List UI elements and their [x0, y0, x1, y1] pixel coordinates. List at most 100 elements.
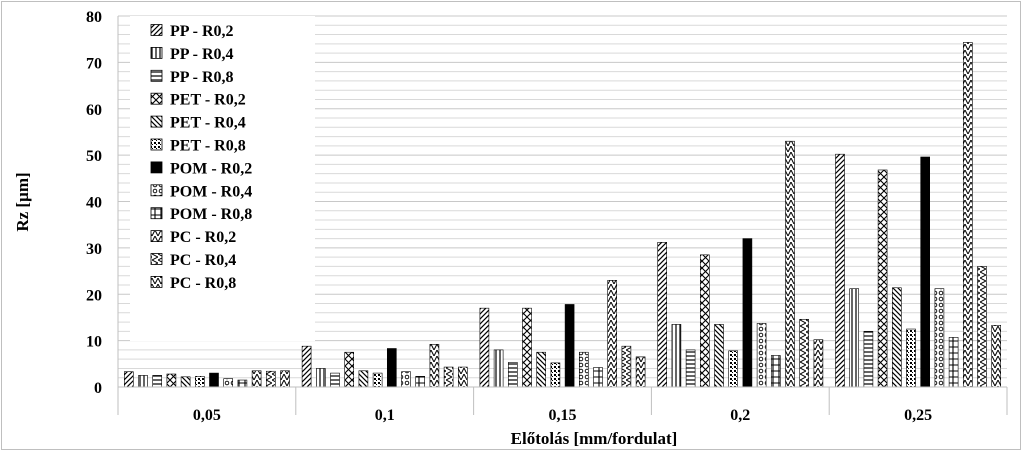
x-tick-label: 0,05 [193, 407, 221, 424]
bar-horizontal-1 [330, 372, 340, 388]
bar-tri-up-0 [251, 370, 262, 388]
bar-dots-0 [195, 376, 205, 388]
bar-tri-right-0 [265, 370, 276, 388]
y-tick-label: 0 [94, 380, 102, 397]
legend-swatch [150, 24, 163, 36]
bar-crosshatch-1 [344, 351, 355, 388]
bar-vertical-2 [493, 349, 504, 388]
bar-tri-down-0 [280, 370, 290, 388]
bar-diag-down-4 [891, 287, 902, 388]
legend-swatch [150, 92, 163, 105]
bar-tri-up-4 [962, 42, 973, 388]
bar-tri-down-4 [991, 325, 1002, 388]
bar-tri-down-3 [813, 339, 824, 388]
bar-solid-2 [564, 304, 575, 388]
bar-horizontal-0 [152, 375, 162, 388]
y-tick-label: 30 [86, 241, 102, 258]
bar-grid-0 [237, 379, 248, 388]
bar-tri-right-4 [977, 266, 987, 388]
bar-tri-right-1 [443, 366, 454, 388]
legend-swatch [150, 253, 163, 265]
bar-solid-4 [920, 156, 931, 388]
legend-label: PP - R0,4 [170, 46, 234, 63]
legend-swatch [150, 275, 163, 288]
y-tick-label: 10 [86, 334, 102, 351]
legend-swatch [150, 230, 163, 243]
bar-solid-0 [209, 372, 219, 388]
legend-label: PET - R0,2 [170, 92, 246, 109]
bar-diag-down-0 [180, 376, 191, 388]
bar-dots-1 [372, 372, 383, 388]
bar-dots-3 [728, 350, 739, 388]
legend-label: PP - R0,2 [170, 23, 234, 40]
legend-label: POM - R0,4 [170, 183, 252, 200]
bar-crosshatch-2 [522, 307, 532, 388]
bar-tri-up-1 [429, 344, 440, 388]
bar-horizontal-4 [863, 331, 874, 388]
bar-horizontal-2 [507, 362, 518, 388]
bar-dots-4 [906, 328, 916, 388]
legend-label: POM - R0,8 [170, 206, 252, 223]
bar-vertical-4 [849, 288, 860, 388]
legend-label: PC - R0,8 [170, 275, 236, 292]
bars [124, 42, 1002, 388]
y-axis-title: Rz [µm] [13, 172, 32, 231]
x-tick-label: 0,1 [375, 407, 395, 424]
legend-swatch [150, 138, 163, 151]
bar-circles-4 [934, 288, 945, 388]
y-tick-label: 20 [86, 287, 102, 304]
bar-tri-down-1 [457, 366, 468, 388]
legend-label: PP - R0,8 [170, 69, 234, 86]
bar-diag-up-0 [124, 371, 134, 388]
bar-crosshatch-0 [166, 373, 177, 388]
bar-circles-2 [578, 351, 589, 388]
bar-horizontal-3 [685, 349, 696, 388]
legend-swatch [150, 207, 163, 220]
bar-tri-up-2 [607, 280, 618, 388]
bar-circles-1 [401, 371, 411, 388]
bar-vertical-0 [138, 375, 148, 388]
legend-label: PET - R0,8 [170, 138, 246, 155]
bar-diag-down-1 [358, 370, 369, 388]
legend-background [130, 16, 315, 341]
y-tick-label: 50 [86, 148, 102, 165]
legend-label: PET - R0,4 [170, 115, 246, 132]
bar-diag-up-2 [479, 307, 490, 388]
legend-swatch [150, 184, 163, 197]
bar-circles-0 [223, 378, 233, 388]
legend: PP - R0,2 PP - R0,4 PP - R0,8 PET - R0,2 PET… [130, 16, 315, 341]
bar-solid-1 [386, 348, 397, 388]
x-tick-labels: 0,05 0,1 0,15 0,2 0,25 [193, 407, 932, 424]
bar-diag-up-1 [301, 345, 312, 388]
x-tick-label: 0,15 [549, 407, 577, 424]
bar-vertical-1 [315, 368, 326, 388]
bar-crosshatch-3 [699, 254, 710, 388]
legend-swatch [150, 161, 163, 174]
bar-grid-3 [770, 355, 781, 388]
bar-tri-right-3 [799, 318, 810, 388]
bar-diag-up-3 [657, 242, 668, 388]
bar-grid-4 [948, 337, 959, 388]
legend-label: POM - R0,2 [170, 160, 252, 177]
bar-vertical-3 [671, 324, 682, 388]
x-tick-label: 0,2 [730, 407, 750, 424]
y-tick-label: 60 [86, 102, 102, 119]
bar-circles-3 [756, 323, 767, 388]
bar-grid-1 [415, 376, 426, 388]
legend-label: PC - R0,2 [170, 229, 236, 246]
y-tick-label: 80 [86, 9, 102, 26]
bar-crosshatch-4 [877, 169, 888, 388]
bar-tri-down-2 [635, 356, 646, 388]
bar-tri-up-3 [785, 140, 795, 388]
legend-label: PC - R0,4 [170, 252, 236, 269]
bar-tri-right-2 [621, 345, 632, 388]
x-axis-title: Előtolás [mm/fordulat] [511, 429, 678, 448]
legend-swatch [150, 115, 163, 128]
bar-dots-2 [550, 362, 561, 388]
bar-diag-down-2 [536, 351, 547, 388]
bar-grid-2 [593, 367, 603, 388]
x-category-separators [117, 387, 1008, 415]
y-tick-label: 70 [86, 55, 102, 72]
